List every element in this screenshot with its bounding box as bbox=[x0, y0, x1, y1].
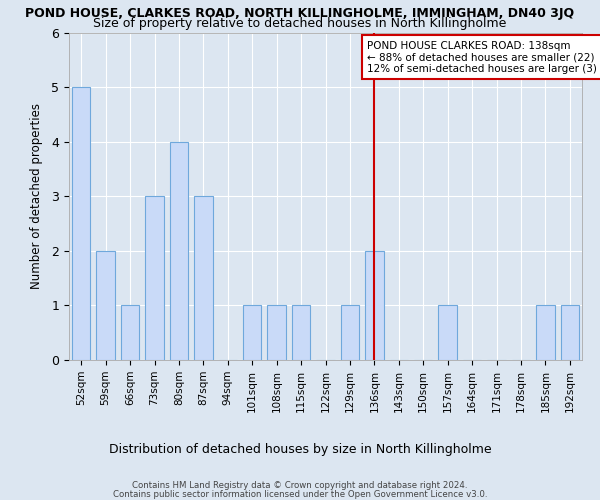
Bar bbox=[194, 196, 212, 360]
Bar bbox=[439, 306, 457, 360]
Text: POND HOUSE, CLARKES ROAD, NORTH KILLINGHOLME, IMMINGHAM, DN40 3JQ: POND HOUSE, CLARKES ROAD, NORTH KILLINGH… bbox=[25, 8, 575, 20]
Bar bbox=[121, 306, 139, 360]
Bar bbox=[243, 306, 262, 360]
Text: POND HOUSE CLARKES ROAD: 138sqm
← 88% of detached houses are smaller (22)
12% of: POND HOUSE CLARKES ROAD: 138sqm ← 88% of… bbox=[367, 40, 600, 74]
Bar bbox=[536, 306, 554, 360]
Text: Size of property relative to detached houses in North Killingholme: Size of property relative to detached ho… bbox=[94, 18, 506, 30]
Bar bbox=[268, 306, 286, 360]
Text: Contains public sector information licensed under the Open Government Licence v3: Contains public sector information licen… bbox=[113, 490, 487, 499]
Bar bbox=[560, 306, 579, 360]
Bar bbox=[170, 142, 188, 360]
Bar bbox=[72, 87, 91, 360]
Bar bbox=[97, 251, 115, 360]
Bar bbox=[145, 196, 164, 360]
Text: Distribution of detached houses by size in North Killingholme: Distribution of detached houses by size … bbox=[109, 442, 491, 456]
Bar bbox=[365, 251, 383, 360]
Bar bbox=[292, 306, 310, 360]
Text: Contains HM Land Registry data © Crown copyright and database right 2024.: Contains HM Land Registry data © Crown c… bbox=[132, 481, 468, 490]
Y-axis label: Number of detached properties: Number of detached properties bbox=[30, 104, 43, 289]
Bar bbox=[341, 306, 359, 360]
